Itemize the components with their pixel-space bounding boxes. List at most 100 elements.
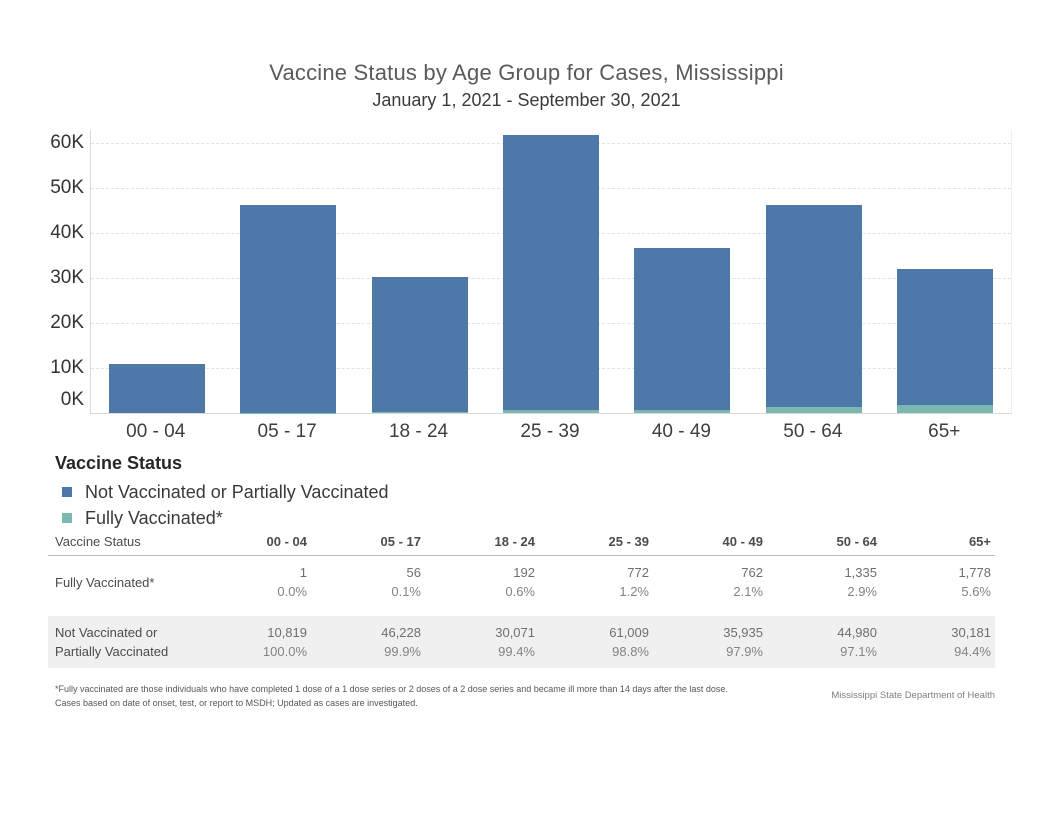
legend-item[interactable]: Fully Vaccinated* bbox=[62, 505, 389, 531]
bar-segment-not-vaccinated[interactable] bbox=[503, 135, 599, 410]
cell-percent: 100.0% bbox=[262, 644, 307, 659]
footnote-line-2: Cases based on date of onset, test, or r… bbox=[55, 697, 418, 708]
table-value-cell[interactable]: 1,335 2.9% bbox=[767, 563, 881, 601]
bar-50-64 bbox=[765, 204, 862, 413]
table-value-cell[interactable]: 61,009 98.8% bbox=[539, 623, 653, 661]
bar-segment-fully-vaccinated[interactable] bbox=[634, 409, 731, 413]
bar-segment-fully-vaccinated[interactable] bbox=[897, 405, 994, 413]
table-header-corner-label: Vaccine Status bbox=[55, 534, 141, 549]
y-tick-label: 0K bbox=[60, 389, 84, 410]
cell-percent: 0.1% bbox=[391, 584, 421, 599]
y-tick-label: 20K bbox=[50, 312, 84, 333]
bar-05-17 bbox=[240, 204, 337, 413]
cell-count: 772 bbox=[627, 565, 649, 580]
bar-25-39 bbox=[503, 135, 599, 413]
legend-swatch-icon bbox=[62, 487, 72, 497]
bar-segment-fully-vaccinated[interactable] bbox=[371, 412, 468, 413]
table-row-label: Fully Vaccinated* bbox=[48, 563, 197, 601]
x-axis-label: 05 - 17 bbox=[257, 421, 317, 442]
bar-65+ bbox=[897, 269, 994, 413]
table-value-cell[interactable]: 762 2.1% bbox=[653, 563, 767, 601]
bar-segment-fully-vaccinated[interactable] bbox=[765, 407, 862, 413]
cell-percent: 99.9% bbox=[384, 644, 421, 659]
cell-count: 61,009 bbox=[609, 625, 649, 640]
table-column-header: 50 - 64 bbox=[836, 534, 877, 549]
cell-percent: 97.9% bbox=[726, 644, 763, 659]
cell-count: 192 bbox=[513, 565, 535, 580]
bar-18-24 bbox=[371, 276, 468, 413]
cell-count: 56 bbox=[406, 565, 421, 580]
bar-segment-not-vaccinated[interactable] bbox=[634, 247, 731, 410]
x-axis-label: 65+ bbox=[928, 421, 961, 442]
legend: Not Vaccinated or Partially Vaccinated Fu… bbox=[62, 479, 389, 531]
table-value-cell[interactable]: 44,980 97.1% bbox=[767, 623, 881, 661]
x-axis-label: 18 - 24 bbox=[388, 421, 449, 442]
table-value-cell[interactable]: 56 0.1% bbox=[311, 563, 425, 601]
bar-40-49 bbox=[634, 247, 731, 413]
cell-percent: 0.6% bbox=[505, 584, 535, 599]
chart-subtitle: January 1, 2021 - September 30, 2021 bbox=[372, 90, 681, 110]
table-column-header: 00 - 04 bbox=[266, 534, 307, 549]
cell-count: 1 bbox=[299, 565, 307, 580]
bar-segment-not-vaccinated[interactable] bbox=[897, 269, 994, 405]
cell-percent: 99.4% bbox=[498, 644, 535, 659]
table-column-header: 65+ bbox=[968, 534, 991, 549]
table-column-header: 18 - 24 bbox=[494, 534, 535, 549]
table-column-header: 25 - 39 bbox=[608, 534, 649, 549]
cell-count: 30,071 bbox=[495, 625, 535, 640]
bar-segment-not-vaccinated[interactable] bbox=[371, 276, 468, 413]
y-tick-label: 60K bbox=[50, 132, 84, 153]
table-value-cell[interactable]: 192 0.6% bbox=[425, 563, 539, 601]
cell-count: 1,335 bbox=[844, 565, 877, 580]
table-value-cell[interactable]: 30,071 99.4% bbox=[425, 623, 539, 661]
vaccine-status-table: Vaccine Status 00 - 04 05 - 17 18 - 24 25 - … bbox=[48, 534, 995, 668]
x-axis-label: 25 - 39 bbox=[520, 421, 580, 442]
cell-percent: 97.1% bbox=[840, 644, 877, 659]
cell-percent: 5.6% bbox=[961, 584, 991, 599]
cell-percent: 2.9% bbox=[847, 584, 877, 599]
table-value-cell[interactable]: 30,181 94.4% bbox=[881, 623, 995, 661]
footnote: *Fully vaccinated are those individuals … bbox=[55, 683, 775, 710]
cell-count: 10,819 bbox=[267, 625, 307, 640]
cell-count: 46,228 bbox=[381, 625, 421, 640]
table-value-cell[interactable]: 46,228 99.9% bbox=[311, 623, 425, 661]
table-row-label: Not Vaccinated or Partially Vaccinated bbox=[48, 623, 197, 661]
bar-chart-plot-area bbox=[90, 130, 1012, 414]
cell-percent: 1.2% bbox=[619, 584, 649, 599]
cell-count: 44,980 bbox=[837, 625, 877, 640]
table-header-row: Vaccine Status 00 - 04 05 - 17 18 - 24 25 - … bbox=[48, 534, 995, 556]
legend-item-label: Fully Vaccinated* bbox=[85, 507, 223, 528]
y-tick-label: 40K bbox=[50, 222, 84, 243]
table-value-cell[interactable]: 1 0.0% bbox=[197, 563, 311, 601]
cell-count: 1,778 bbox=[958, 565, 991, 580]
cell-count: 762 bbox=[741, 565, 763, 580]
cell-count: 35,935 bbox=[723, 625, 763, 640]
table-row-label-line: Partially Vaccinated bbox=[55, 644, 169, 659]
x-axis-label: 40 - 49 bbox=[651, 421, 711, 442]
footnote-line-1: *Fully vaccinated are those individuals … bbox=[55, 684, 728, 694]
table-row: Fully Vaccinated* 1 0.0% 56 0.1% 192 0.6% 772 1.… bbox=[48, 563, 995, 601]
legend-item[interactable]: Not Vaccinated or Partially Vaccinated bbox=[62, 479, 389, 505]
table-value-cell[interactable]: 10,819 100.0% bbox=[197, 623, 311, 661]
cell-percent: 94.4% bbox=[954, 644, 991, 659]
bar-00-04 bbox=[108, 364, 205, 413]
bar-segment-not-vaccinated[interactable] bbox=[108, 364, 205, 413]
bar-segment-fully-vaccinated[interactable] bbox=[503, 409, 599, 413]
attribution: Mississippi State Department of Health bbox=[831, 690, 995, 701]
table-value-cell[interactable]: 1,778 5.6% bbox=[881, 563, 995, 601]
x-axis-label: 50 - 64 bbox=[783, 421, 843, 442]
bar-segment-not-vaccinated[interactable] bbox=[765, 204, 862, 407]
legend-swatch-icon bbox=[62, 513, 72, 523]
bar-segment-not-vaccinated[interactable] bbox=[240, 204, 337, 413]
table-value-cell[interactable]: 772 1.2% bbox=[539, 563, 653, 601]
cell-count: 30,181 bbox=[951, 625, 991, 640]
table-row: Not Vaccinated or Partially Vaccinated 10,… bbox=[48, 616, 995, 668]
y-tick-label: 10K bbox=[50, 357, 84, 378]
table-value-cell[interactable]: 35,935 97.9% bbox=[653, 623, 767, 661]
cell-percent: 2.1% bbox=[733, 584, 763, 599]
legend-title: Vaccine Status bbox=[55, 453, 183, 473]
y-tick-label: 30K bbox=[50, 267, 84, 288]
chart-title: Vaccine Status by Age Group for Cases, M… bbox=[269, 60, 784, 85]
cell-percent: 98.8% bbox=[612, 644, 649, 659]
